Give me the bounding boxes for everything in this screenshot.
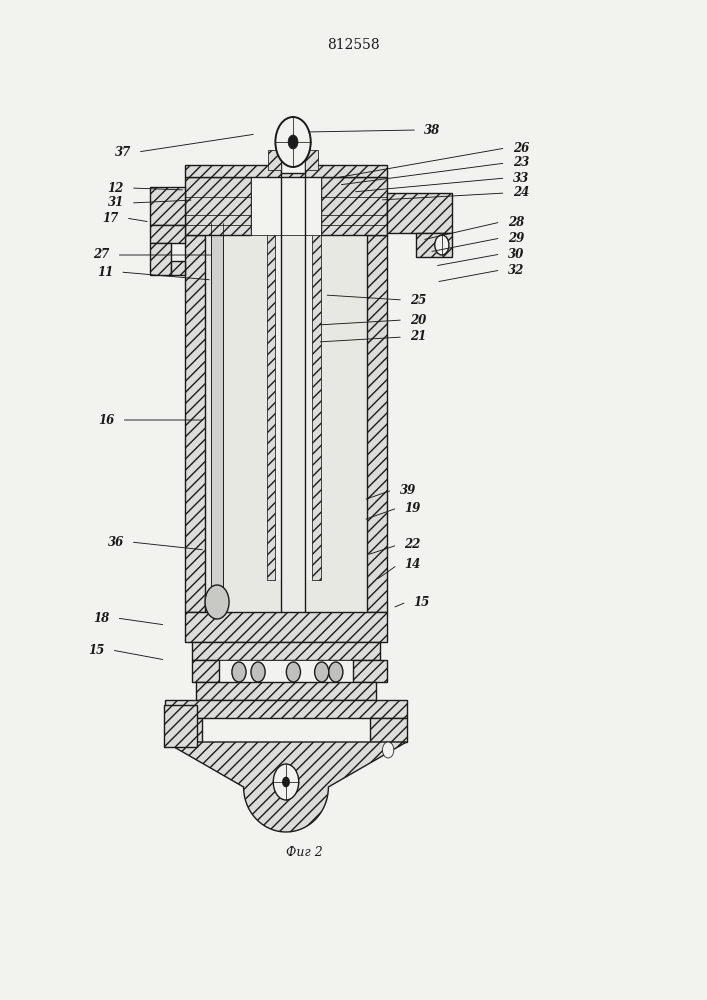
Bar: [305, 150, 318, 170]
Bar: [205, 660, 367, 682]
Bar: [165, 718, 202, 742]
Bar: [281, 165, 305, 635]
Bar: [192, 660, 219, 682]
Circle shape: [205, 585, 229, 619]
Text: 29: 29: [508, 232, 524, 244]
Circle shape: [273, 764, 298, 800]
Text: 39: 39: [399, 484, 416, 496]
Text: 812558: 812558: [327, 38, 380, 52]
Text: 17: 17: [103, 212, 119, 225]
Text: 22: 22: [404, 538, 421, 552]
Bar: [353, 660, 387, 682]
Text: 36: 36: [107, 536, 124, 548]
Bar: [370, 718, 407, 742]
Text: 30: 30: [508, 247, 524, 260]
Bar: [185, 612, 387, 642]
Text: 26: 26: [513, 141, 529, 154]
Text: 27: 27: [93, 248, 110, 261]
Polygon shape: [165, 742, 407, 832]
Text: 16: 16: [98, 414, 115, 426]
Text: 20: 20: [410, 314, 426, 326]
Text: 28: 28: [508, 216, 524, 229]
Text: 21: 21: [410, 330, 426, 344]
Bar: [321, 177, 387, 235]
Bar: [387, 193, 452, 233]
Text: 15: 15: [414, 595, 430, 608]
Circle shape: [232, 662, 246, 682]
Bar: [150, 187, 185, 225]
Circle shape: [286, 662, 300, 682]
Text: 15: 15: [88, 644, 105, 656]
Bar: [268, 150, 281, 170]
Bar: [150, 243, 171, 275]
Text: 14: 14: [404, 558, 421, 572]
Circle shape: [382, 742, 394, 758]
Bar: [171, 261, 185, 275]
Circle shape: [275, 117, 310, 167]
Text: 37: 37: [115, 145, 131, 158]
Text: 33: 33: [513, 172, 529, 184]
Bar: [275, 177, 312, 580]
Text: 31: 31: [107, 196, 124, 210]
Text: 18: 18: [93, 611, 110, 624]
Circle shape: [251, 662, 265, 682]
Bar: [196, 682, 376, 700]
Circle shape: [282, 777, 290, 787]
Circle shape: [315, 662, 329, 682]
Circle shape: [435, 235, 449, 255]
Bar: [164, 705, 197, 747]
Bar: [165, 700, 407, 718]
Bar: [205, 235, 367, 612]
Text: 23: 23: [513, 156, 529, 169]
Bar: [185, 235, 205, 612]
Bar: [416, 233, 452, 257]
Text: 11: 11: [97, 265, 113, 278]
Text: 19: 19: [404, 502, 421, 514]
Text: 25: 25: [410, 294, 426, 306]
Bar: [211, 223, 223, 605]
Bar: [185, 177, 251, 235]
Bar: [281, 142, 305, 173]
Text: 12: 12: [107, 182, 124, 194]
Bar: [192, 642, 380, 660]
Bar: [367, 235, 387, 612]
Bar: [267, 177, 275, 580]
Text: 24: 24: [513, 186, 529, 200]
Bar: [185, 165, 387, 177]
Bar: [251, 177, 321, 235]
Circle shape: [288, 135, 298, 149]
Text: 38: 38: [424, 123, 440, 136]
Text: 32: 32: [508, 263, 524, 276]
Text: Фиг 2: Фиг 2: [286, 846, 322, 858]
Bar: [150, 225, 185, 243]
Bar: [312, 177, 321, 580]
Circle shape: [329, 662, 343, 682]
